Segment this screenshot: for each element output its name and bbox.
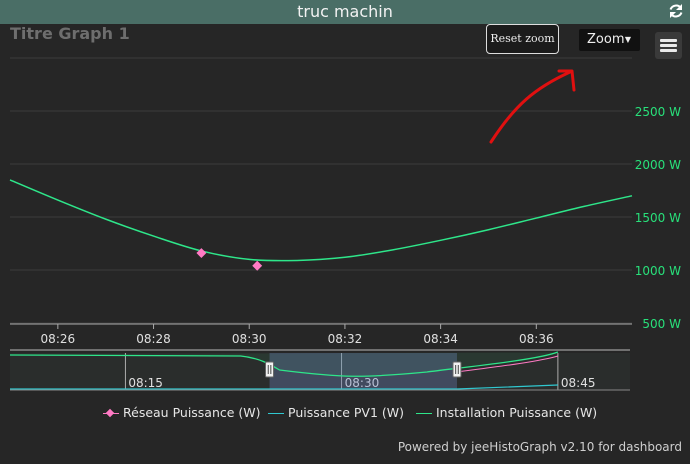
- y-tick-label: 500 W: [642, 317, 681, 331]
- reset-zoom-button[interactable]: Reset zoom: [486, 24, 559, 54]
- navigator-tick-label: 08:45: [561, 376, 596, 390]
- y-tick-label: 2000 W: [635, 158, 681, 172]
- y-axis: 500 W 1000 W 1500 W 2000 W 2500 W: [635, 105, 681, 331]
- main-plot: [9, 179, 633, 271]
- x-tick-label: 08:36: [519, 332, 554, 346]
- zoom-dropdown[interactable]: Zoom ▼: [579, 29, 640, 51]
- series-installation-line: [9, 179, 633, 262]
- annotation-arrow: [489, 70, 572, 144]
- navigator-handle-right[interactable]: [452, 361, 462, 378]
- x-tick-label: 08:32: [328, 332, 363, 346]
- annotation-arrowhead: [557, 69, 576, 92]
- navigator: 08:15 08:30 08:45: [9, 349, 630, 391]
- credit-link[interactable]: Powered by jeeHistoGraph v2.10 for dashb…: [397, 440, 682, 454]
- reseau-point: [252, 260, 263, 271]
- navigator-tick-label: 08:15: [128, 376, 163, 390]
- legend-label: Réseau Puissance (W): [123, 405, 261, 420]
- x-tick-label: 08:34: [423, 332, 458, 346]
- grid-lines: [10, 57, 632, 325]
- legend-label: Puissance PV1 (W): [288, 405, 404, 420]
- x-tick-label: 08:30: [232, 332, 267, 346]
- legend-item-reseau[interactable]: Réseau Puissance (W): [103, 405, 261, 420]
- y-tick-label: 1000 W: [635, 264, 681, 278]
- panel-title: truc machin: [297, 2, 393, 21]
- zoom-dropdown-label: Zoom: [587, 32, 625, 47]
- legend-item-installation[interactable]: Installation Puissance (W): [416, 405, 597, 420]
- legend-label: Installation Puissance (W): [436, 405, 598, 420]
- x-tick-label: 08:28: [136, 332, 171, 346]
- navigator-pv1-line: [10, 384, 558, 390]
- refresh-icon[interactable]: [668, 3, 684, 19]
- chart-title: Titre Graph 1: [10, 24, 130, 43]
- y-tick-label: 1500 W: [635, 211, 681, 225]
- reseau-point: [196, 248, 207, 258]
- panel-header: truc machin: [0, 0, 690, 24]
- navigator-tick-label: 08:30: [345, 376, 380, 390]
- chart[interactable]: 08:26 08:28 08:30 08:32 08:34 08:36 500 W 1000…: [0, 0, 690, 400]
- legend-item-pv1[interactable]: Puissance PV1 (W): [268, 405, 404, 420]
- hamburger-menu-icon[interactable]: [655, 32, 682, 59]
- navigator-handle-left[interactable]: [265, 361, 275, 378]
- y-tick-label: 2500 W: [635, 105, 681, 119]
- navigator-handle-body: [265, 361, 275, 378]
- chevron-down-icon: ▼: [624, 35, 631, 44]
- navigator-handle-body: [452, 361, 462, 378]
- x-axis: 08:26 08:28 08:30 08:32 08:34 08:36: [41, 324, 554, 346]
- x-tick-label: 08:26: [41, 332, 76, 346]
- navigator-reseau-line: [456, 355, 559, 373]
